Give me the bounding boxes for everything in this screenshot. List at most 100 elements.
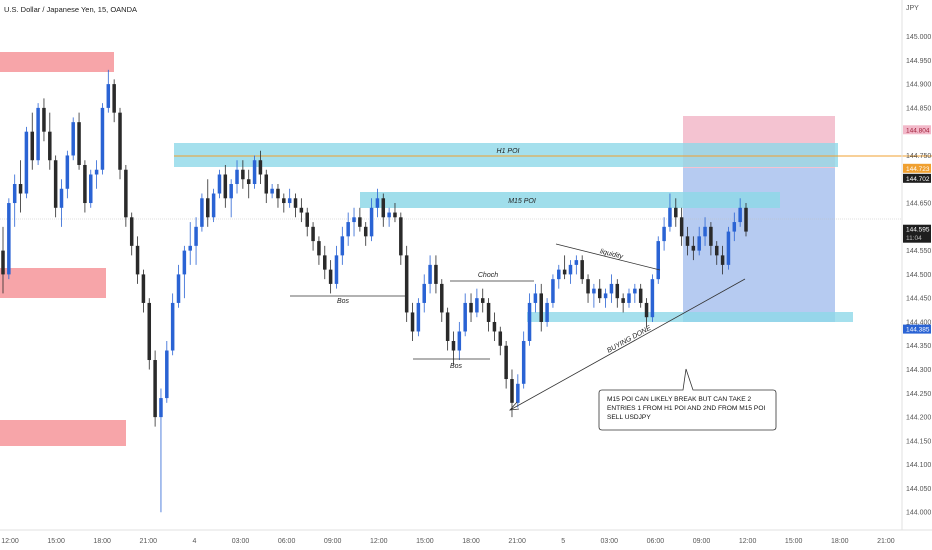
candle-body xyxy=(375,198,380,208)
candle-body xyxy=(317,241,321,256)
y-tick-label: 144.850 xyxy=(906,105,931,112)
candle-body xyxy=(714,245,719,256)
candle xyxy=(410,302,415,341)
price-tag-bg xyxy=(903,173,931,183)
candle xyxy=(165,340,169,403)
candle xyxy=(217,169,222,199)
candle xyxy=(153,350,157,427)
candle xyxy=(328,260,333,294)
candle xyxy=(363,222,368,246)
y-tick-label: 144.550 xyxy=(906,248,931,255)
y-tick-label: 144.100 xyxy=(906,462,931,469)
price-tag-bg xyxy=(903,125,931,135)
candle-body xyxy=(440,283,444,313)
candle xyxy=(603,288,608,308)
callout-box xyxy=(598,368,777,431)
candle xyxy=(516,374,520,408)
candle-body xyxy=(644,302,649,318)
candle xyxy=(147,298,152,370)
x-tick-label: 09:00 xyxy=(693,538,711,545)
candle xyxy=(463,293,467,337)
candle xyxy=(270,184,274,199)
candle-body xyxy=(118,112,122,170)
candle-body xyxy=(516,383,520,403)
candle-body xyxy=(393,212,397,218)
candle xyxy=(720,245,725,275)
candle xyxy=(53,155,58,218)
candle-body xyxy=(399,217,403,256)
candle-body xyxy=(592,288,596,294)
candle xyxy=(77,112,81,170)
candle xyxy=(30,112,35,170)
candle xyxy=(194,217,198,265)
candle xyxy=(141,269,146,313)
take-profit-zone xyxy=(683,168,835,322)
x-tick-label: 21:00 xyxy=(508,538,526,545)
price-tag: 144.723 xyxy=(903,163,931,173)
candle-body xyxy=(328,269,333,284)
candle xyxy=(744,203,748,237)
candle-body xyxy=(340,236,345,256)
y-tick-label: 144.950 xyxy=(906,58,931,65)
candle-body xyxy=(562,269,567,275)
candle-body xyxy=(124,169,128,218)
candle xyxy=(352,207,356,237)
trade-note-callout[interactable]: M15 POI CAN LIKELY BREAK BUT CAN TAKE 2 … xyxy=(598,368,777,431)
candle-body xyxy=(674,207,678,218)
x-tick-label: 15:00 xyxy=(416,538,434,545)
candle-body xyxy=(48,131,52,161)
time-axis[interactable]: 12:00 15:00 18:00 21:00 4 03:00 06:00 09:00 12:0… xyxy=(0,529,932,545)
price-tag: 144.702 xyxy=(903,173,931,183)
candle xyxy=(287,188,292,208)
candle xyxy=(650,274,655,322)
price-tag-label: 144.702 xyxy=(906,176,930,183)
candle-body xyxy=(112,84,116,113)
candle-body xyxy=(346,222,350,237)
candle-body xyxy=(603,293,608,299)
candle-body xyxy=(510,379,514,403)
candle-body xyxy=(188,245,192,251)
buying-done-arrow xyxy=(509,278,746,411)
candle-body xyxy=(270,188,274,194)
candle xyxy=(457,321,462,361)
y-tick-label: 144.150 xyxy=(906,438,931,445)
candle-body xyxy=(141,274,146,303)
candle-body xyxy=(311,226,315,242)
candle-body xyxy=(65,155,70,189)
candle-body xyxy=(551,279,555,303)
candle-body xyxy=(557,269,561,280)
choch-label: Choch xyxy=(478,272,498,279)
candle xyxy=(539,283,543,332)
x-tick-label: 15:00 xyxy=(785,538,803,545)
candle-body xyxy=(410,312,415,332)
y-tick-label: 144.900 xyxy=(906,82,931,89)
candle-body xyxy=(334,255,339,284)
candle xyxy=(83,160,87,213)
y-tick-label: 144.450 xyxy=(906,296,931,303)
candle xyxy=(375,188,380,218)
candle xyxy=(176,264,181,308)
price-axis[interactable]: JPY 145.000144.950144.900144.850144.7501… xyxy=(901,0,931,530)
chart-title: U.S. Dollar / Japanese Yen, 15, OANDA xyxy=(4,5,137,14)
price-tag-label: 144.595 xyxy=(906,227,930,234)
candle-body xyxy=(574,260,579,265)
candle xyxy=(638,283,643,308)
x-tick-label: 12:00 xyxy=(1,538,19,545)
candle xyxy=(293,193,298,218)
price-tag-bg xyxy=(903,324,931,334)
candle xyxy=(615,279,620,308)
x-tick-label: 06:00 xyxy=(647,538,665,545)
candle-body xyxy=(422,283,426,303)
price-tag: 144.804 xyxy=(903,125,931,135)
price-tag: 144.385 xyxy=(903,324,931,334)
candle-body xyxy=(627,293,631,303)
x-tick-label: 03:00 xyxy=(232,538,250,545)
x-tick-label: 21:00 xyxy=(877,538,895,545)
candle xyxy=(24,126,29,199)
candle xyxy=(498,326,503,356)
candle xyxy=(170,293,175,356)
note-line-2: ENTRIES 1 FROM H1 POI AND 2ND FROM M15 P… xyxy=(607,405,765,412)
currency-label: JPY xyxy=(906,5,919,12)
